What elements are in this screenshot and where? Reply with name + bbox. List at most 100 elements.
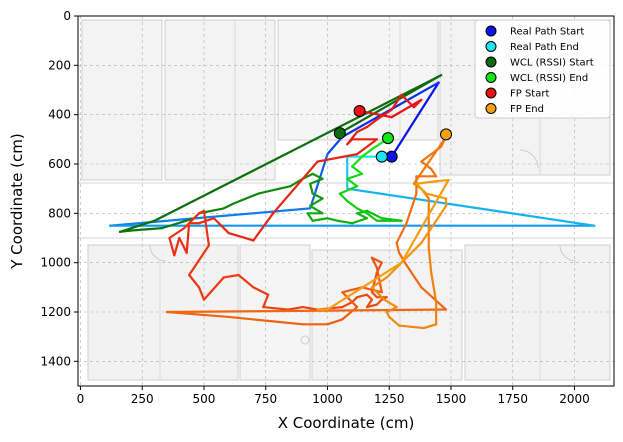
series-fp-segment — [276, 320, 304, 326]
series-fp-segment — [227, 315, 280, 323]
series-fp-segment — [365, 118, 378, 129]
series-fp-segment — [422, 323, 438, 330]
series-fp-segment — [168, 236, 176, 257]
series-wcl-segment — [222, 202, 235, 210]
series-fp-segment — [262, 293, 270, 309]
series-fp-segment — [420, 286, 448, 311]
series-fp-segment — [383, 298, 398, 309]
series-fp-segment — [301, 305, 319, 311]
y-axis: 0 200 400 600 800 1000 1200 1400 — [40, 9, 78, 368]
series-fp-segment — [385, 266, 398, 279]
series-wcl-segment — [326, 217, 339, 222]
series-fp-segment — [425, 192, 448, 200]
series-wcl-segment — [232, 192, 260, 205]
series-wcl-segment — [356, 207, 369, 215]
legend-marker — [485, 56, 497, 68]
series-fp-segment — [427, 246, 433, 274]
series-fp-segment — [400, 222, 408, 235]
series-fp-segment — [351, 296, 359, 304]
legend: Real Path Start Real Path End WCL (RSSI) S… — [474, 19, 611, 119]
series-fp-segment — [375, 108, 393, 121]
series-fp-segment — [400, 93, 416, 109]
legend-marker — [485, 25, 497, 37]
series-wcl-segment — [309, 204, 324, 215]
series-fp-segment — [430, 167, 438, 178]
series-wcl-segment — [153, 74, 443, 222]
y-tick-label: 1400 — [40, 354, 71, 368]
marker-wcl_end — [381, 132, 394, 145]
series-wcl-segment — [128, 227, 164, 232]
series-fp-segment — [385, 305, 398, 314]
legend-marker — [485, 103, 497, 114]
legend-marker — [485, 87, 497, 99]
series-fp-segment — [222, 273, 240, 279]
marker-real_end — [375, 150, 388, 163]
series-wcl-segment — [311, 172, 324, 180]
series-fp-segment — [178, 236, 188, 254]
y-tick-label: 1200 — [40, 305, 71, 319]
series-fp-segment — [375, 298, 383, 306]
series-fp-segment — [227, 231, 255, 242]
series-fp-segment — [341, 301, 354, 309]
series-fp-segment — [237, 273, 255, 289]
series-fp-segment — [412, 98, 423, 109]
series-fp-segment — [370, 256, 378, 269]
series-wcl-segment — [351, 165, 364, 175]
y-tick-label: 800 — [48, 206, 71, 220]
series-fp-segment — [341, 291, 359, 309]
series-fp-segment — [435, 178, 450, 183]
marker-wcl_start — [333, 127, 346, 140]
series-fp-segment — [188, 244, 211, 277]
legend-entry-label: FP End — [510, 104, 544, 115]
legend-box — [474, 19, 611, 119]
series-fp-segment — [388, 315, 401, 327]
legend-marker — [485, 72, 497, 83]
series-fp-segment — [365, 293, 374, 301]
series-fp-segment — [412, 135, 448, 185]
series-fp-segment — [420, 227, 433, 245]
series-wcl-segment — [346, 199, 359, 210]
y-axis-label: Y Coordinate (cm) — [8, 133, 26, 270]
series-wcl-segment — [351, 155, 364, 168]
series-wcl-segment — [309, 177, 324, 185]
series-real_path-segment — [390, 81, 440, 158]
series-fp-segment — [420, 187, 428, 195]
series-wcl-segment — [306, 212, 314, 222]
series-fp-segment — [390, 93, 403, 111]
series-fp-segment — [356, 293, 369, 299]
series-fp-segment — [439, 204, 448, 215]
series-fp-segment — [316, 153, 359, 163]
legend-entry-label: Real Path End — [510, 42, 579, 53]
x-tick-label: 1250 — [374, 392, 405, 406]
marker-fp_end — [440, 128, 453, 141]
series-wcl-segment — [309, 197, 324, 208]
series-fp-segment — [212, 217, 230, 235]
x-tick-label: 500 — [193, 392, 216, 406]
x-axis-label: X Coordinate (cm) — [278, 414, 415, 432]
series-fp-segment — [346, 138, 354, 146]
y-tick-label: 400 — [48, 108, 71, 122]
series-fp-segment — [356, 125, 369, 134]
series-fp-segment — [398, 324, 425, 330]
x-tick-label: 250 — [131, 392, 154, 406]
series-real_path-segment — [326, 135, 344, 156]
series-fp-segment — [197, 286, 206, 301]
series-wcl-segment — [338, 192, 349, 203]
series-fp-segment — [165, 308, 448, 314]
series-fp-segment — [365, 303, 378, 309]
legend-entry-label: Real Path Start — [510, 27, 584, 38]
y-tick-label: 1000 — [40, 256, 71, 270]
series-fp-segment — [252, 286, 270, 296]
y-tick-label: 0 — [63, 9, 71, 23]
series-fp-segment — [272, 160, 319, 215]
series-fp-segment — [430, 212, 443, 230]
series-wcl-segment — [257, 185, 292, 195]
y-tick-label: 600 — [48, 157, 71, 171]
series-fp-segment — [185, 222, 191, 254]
legend-entry-label: WCL (RSSI) End — [510, 73, 588, 84]
series-fp-segment — [430, 271, 438, 304]
series-wcl-segment — [365, 209, 383, 220]
legend-marker — [485, 41, 497, 52]
series-fp-segment — [420, 153, 433, 163]
